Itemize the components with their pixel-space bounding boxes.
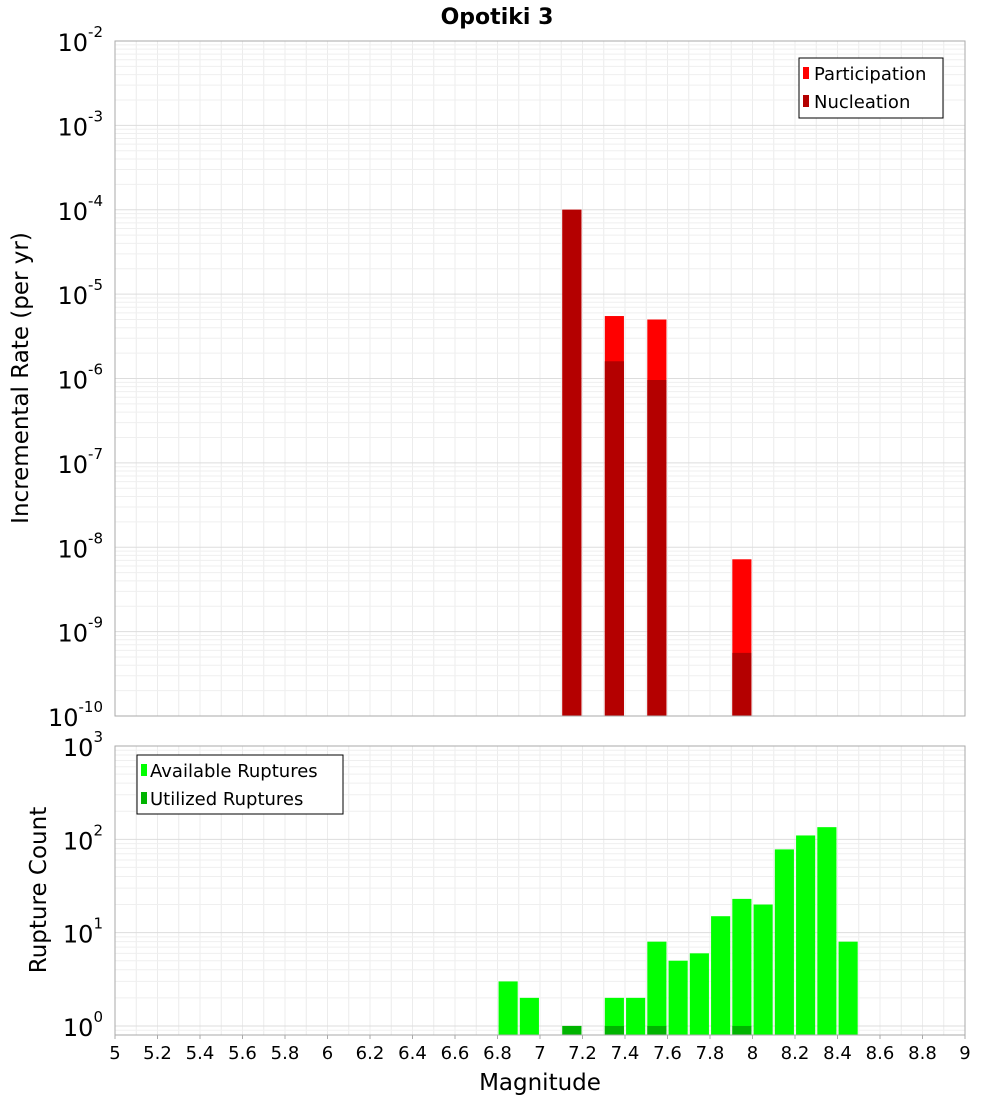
legend-label-available: Available Ruptures xyxy=(150,761,318,782)
count-bar-available-ruptures xyxy=(774,849,794,1035)
legend-swatch-nucleation xyxy=(803,95,809,107)
count-y-tick-label: 101 xyxy=(63,915,103,949)
x-tick-label: 5.4 xyxy=(186,1043,215,1064)
count-bar-available-ruptures xyxy=(753,904,773,1035)
x-tick-label: 6.2 xyxy=(356,1043,385,1064)
count-y-tick-label: 103 xyxy=(63,728,103,762)
rate-y-tick-label: 10-6 xyxy=(57,361,103,395)
rate-y-ticks: 10-10 10-9 10-8 10-7 10-6 10-5 10-4 10-3 10-2 xyxy=(48,23,103,732)
count-bar-available-ruptures xyxy=(817,827,837,1035)
legend-swatch-participation xyxy=(803,67,809,79)
x-tick-label: 8.2 xyxy=(781,1043,810,1064)
rate-y-tick-label: 10-5 xyxy=(57,276,103,310)
rate-grid xyxy=(114,40,966,717)
count-bar-available-ruptures xyxy=(604,997,624,1035)
rate-bars xyxy=(562,209,752,716)
rate-y-tick-label: 10-3 xyxy=(57,107,103,141)
x-tick-label: 9 xyxy=(959,1043,970,1064)
count-bar-available-ruptures xyxy=(796,835,816,1035)
count-bar-available-ruptures xyxy=(498,981,518,1035)
rate-y-tick-label: 10-4 xyxy=(57,192,103,226)
rate-panel: 10-10 10-9 10-8 10-7 10-6 10-5 10-4 10-3 10-2 In… xyxy=(8,23,966,732)
legend-label-utilized: Utilized Ruptures xyxy=(150,789,303,810)
count-bar-available-ruptures xyxy=(647,941,667,1035)
x-tick-label: 7 xyxy=(534,1043,545,1064)
legend-swatch-available xyxy=(141,764,147,776)
count-bar-utilized-ruptures xyxy=(647,1025,667,1035)
count-bar-available-ruptures xyxy=(668,960,688,1035)
count-legend: Available Ruptures Utilized Ruptures xyxy=(136,754,344,815)
x-tick-label: 7.2 xyxy=(568,1043,597,1064)
rate-bar-nucleation xyxy=(732,652,752,716)
x-tick-label: 7.8 xyxy=(696,1043,725,1064)
rate-y-tick-label: 10-8 xyxy=(57,529,103,563)
legend-label-nucleation: Nucleation xyxy=(814,92,910,113)
rate-y-tick-label: 10-7 xyxy=(57,445,103,479)
count-bar-available-ruptures xyxy=(689,953,709,1035)
x-axis-ticks: 5 5.2 5.4 5.6 5.8 6 6.2 6.4 6.6 6.8 7 7.2 7.4 7.6 7.8 8… xyxy=(109,1035,971,1064)
x-tick-label: 8 xyxy=(747,1043,758,1064)
count-bar-utilized-ruptures xyxy=(604,1025,624,1035)
legend-label-participation: Participation xyxy=(814,64,926,85)
count-bars xyxy=(498,827,858,1035)
rate-y-tick-label: 10-9 xyxy=(57,614,103,648)
count-y-axis-label: Rupture Count xyxy=(26,807,52,973)
x-tick-label: 8.4 xyxy=(823,1043,852,1064)
count-bar-available-ruptures xyxy=(732,898,752,1035)
count-y-ticks: 100 101 102 103 xyxy=(63,728,103,1042)
rate-y-tick-label: 10-10 xyxy=(48,698,103,732)
rate-y-axis-label: Incremental Rate (per yr) xyxy=(8,232,34,524)
count-legend-box xyxy=(136,754,344,815)
rate-plot-frame xyxy=(114,40,966,717)
count-bar-available-ruptures xyxy=(519,997,539,1035)
x-tick-label: 6.4 xyxy=(398,1043,427,1064)
rate-legend-box xyxy=(798,57,944,119)
chart-title: Opotiki 3 xyxy=(441,5,554,30)
x-tick-label: 8.8 xyxy=(908,1043,937,1064)
x-tick-label: 6.6 xyxy=(441,1043,470,1064)
count-bar-available-ruptures xyxy=(711,916,731,1035)
rupture-count-panel: 100 101 102 103 5 5.2 5.4 5.6 5.8 6 6.2 6.4 6.6 6.8 7… xyxy=(26,728,971,1096)
x-tick-label: 5 xyxy=(109,1043,120,1064)
x-tick-label: 7.4 xyxy=(611,1043,640,1064)
x-tick-label: 8.6 xyxy=(866,1043,895,1064)
rate-bar-nucleation xyxy=(647,379,667,716)
count-y-tick-label: 102 xyxy=(63,821,103,855)
x-tick-label: 6.8 xyxy=(483,1043,512,1064)
rate-bar-nucleation xyxy=(604,361,624,716)
count-bar-available-ruptures xyxy=(838,941,858,1035)
x-tick-label: 6 xyxy=(322,1043,333,1064)
rate-bar-nucleation xyxy=(562,209,582,716)
rate-legend: Participation Nucleation xyxy=(798,57,944,119)
count-y-tick-label: 100 xyxy=(63,1008,103,1042)
x-axis-label: Magnitude xyxy=(479,1070,601,1096)
legend-swatch-utilized xyxy=(141,792,147,804)
count-bar-available-ruptures xyxy=(626,997,646,1035)
x-tick-label: 5.6 xyxy=(228,1043,257,1064)
x-tick-label: 5.8 xyxy=(271,1043,300,1064)
x-tick-label: 7.6 xyxy=(653,1043,682,1064)
count-bar-utilized-ruptures xyxy=(562,1025,582,1035)
count-bar-utilized-ruptures xyxy=(732,1025,752,1035)
x-tick-label: 5.2 xyxy=(143,1043,172,1064)
rate-y-tick-label: 10-2 xyxy=(57,23,103,57)
